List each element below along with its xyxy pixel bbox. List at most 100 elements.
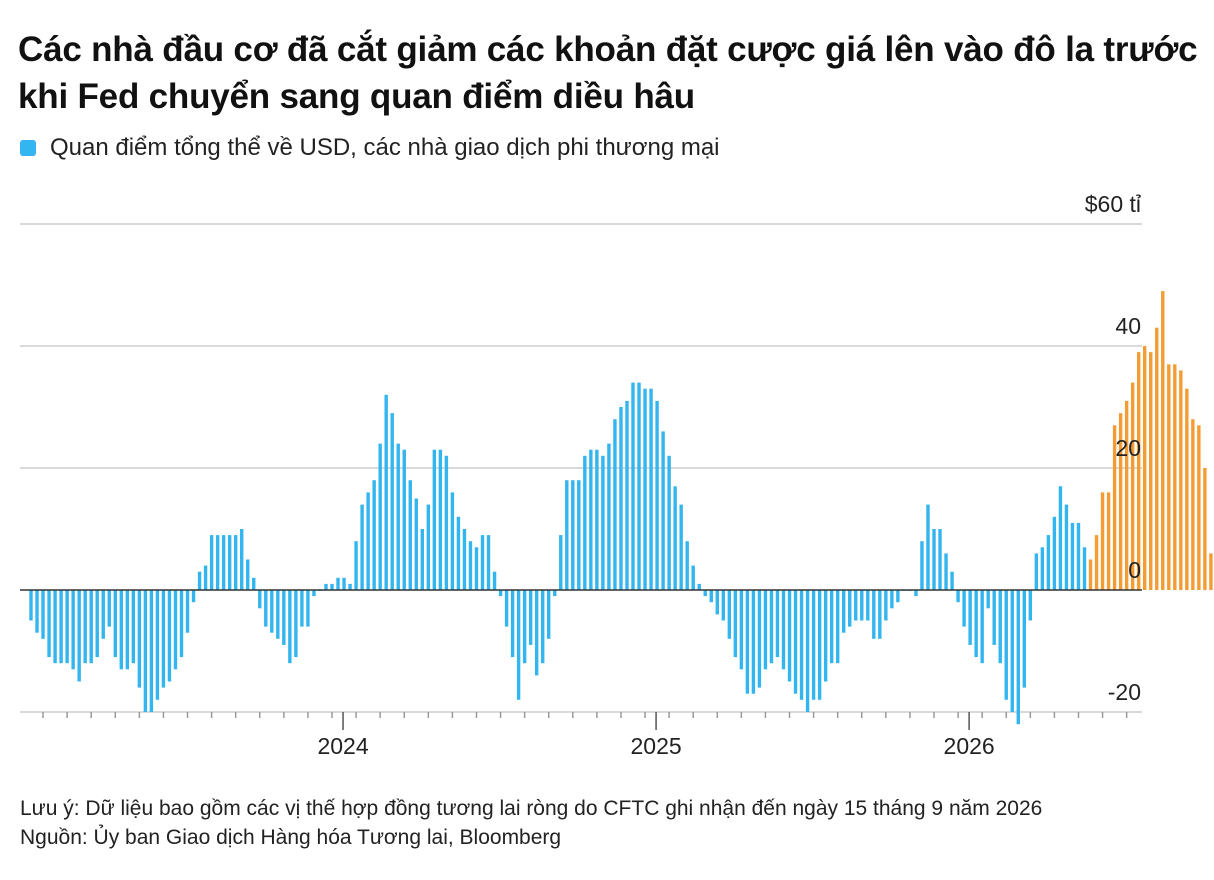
bar (1022, 590, 1026, 688)
bar (420, 529, 424, 590)
bar (559, 535, 563, 590)
bar (1016, 590, 1020, 725)
bar (330, 583, 334, 590)
bar (1106, 492, 1111, 590)
bar (932, 529, 936, 590)
bar (848, 590, 852, 627)
bar (1052, 516, 1057, 590)
bar (1173, 364, 1177, 590)
bar (233, 535, 238, 590)
bar (811, 590, 816, 700)
bar (113, 590, 117, 658)
bar (595, 449, 599, 590)
bar (631, 382, 635, 590)
bar (480, 535, 485, 590)
bar (504, 590, 509, 627)
bar (83, 590, 87, 664)
bar (41, 590, 45, 639)
bar (468, 541, 473, 590)
bar (119, 590, 123, 670)
bar (348, 583, 352, 590)
bar (878, 590, 882, 639)
bar (456, 516, 461, 590)
bar (149, 590, 154, 712)
bar (1197, 425, 1201, 590)
bar (1149, 352, 1153, 590)
bar (486, 535, 491, 590)
bar (547, 590, 551, 639)
bar (685, 541, 689, 590)
bar (757, 590, 762, 688)
bar (926, 504, 930, 590)
bar (956, 590, 960, 603)
bar (227, 535, 232, 590)
bar (896, 590, 900, 603)
bar (1064, 504, 1069, 590)
bar (769, 590, 774, 664)
bar (59, 590, 63, 664)
bar (1155, 327, 1159, 590)
bar (980, 590, 984, 664)
bar (294, 590, 298, 658)
bar (835, 590, 840, 664)
bar (378, 443, 382, 590)
bar (137, 590, 142, 688)
bar (944, 553, 948, 590)
bar (703, 590, 707, 597)
y-tick-label: $60 tỉ (1085, 191, 1141, 217)
bar-chart: $60 tỉ 40 20 0 -20 2024 2025 2026 (20, 191, 1213, 759)
bar (613, 419, 617, 590)
bar (131, 590, 136, 664)
bar (1124, 400, 1129, 590)
bar (29, 590, 33, 621)
bar (53, 590, 57, 664)
bar (1179, 370, 1183, 590)
legend-label: Quan điểm tổng thể về USD, các nhà giao … (50, 134, 720, 161)
bar (1082, 547, 1087, 590)
bar (462, 529, 467, 590)
bar (191, 590, 196, 603)
bar (173, 590, 178, 670)
bar (354, 541, 358, 590)
bar (1046, 535, 1051, 590)
bar (920, 541, 924, 590)
y-tick-label: 20 (1115, 435, 1141, 461)
bar (661, 431, 665, 590)
bar (510, 590, 515, 658)
bar (974, 590, 978, 658)
bar (799, 590, 804, 700)
bar (1130, 382, 1135, 590)
bar (986, 590, 990, 609)
bar (601, 455, 605, 590)
bar (950, 571, 954, 590)
bar (1034, 553, 1039, 590)
bar (992, 590, 996, 645)
bar (450, 492, 455, 590)
bar (95, 590, 99, 658)
bar (890, 590, 894, 609)
bar (1112, 425, 1117, 590)
bar (1070, 522, 1075, 590)
x-axis (20, 589, 1142, 730)
bar (727, 590, 732, 639)
bar (739, 590, 744, 670)
bar (541, 590, 545, 664)
bar (1058, 486, 1063, 590)
bar (968, 590, 972, 645)
bar (607, 443, 611, 590)
y-tick-label: -20 (1108, 679, 1141, 705)
bar (1161, 291, 1165, 590)
bar (270, 590, 274, 633)
bar (553, 590, 557, 597)
x-tick-label: 2024 (317, 733, 368, 759)
bar (866, 590, 870, 621)
bar (649, 388, 653, 590)
bar (203, 565, 208, 590)
bar (35, 590, 39, 633)
bar (872, 590, 876, 639)
bar (47, 590, 51, 658)
bar (619, 407, 623, 590)
bar (77, 590, 81, 682)
bar (589, 449, 593, 590)
bar (408, 480, 412, 590)
